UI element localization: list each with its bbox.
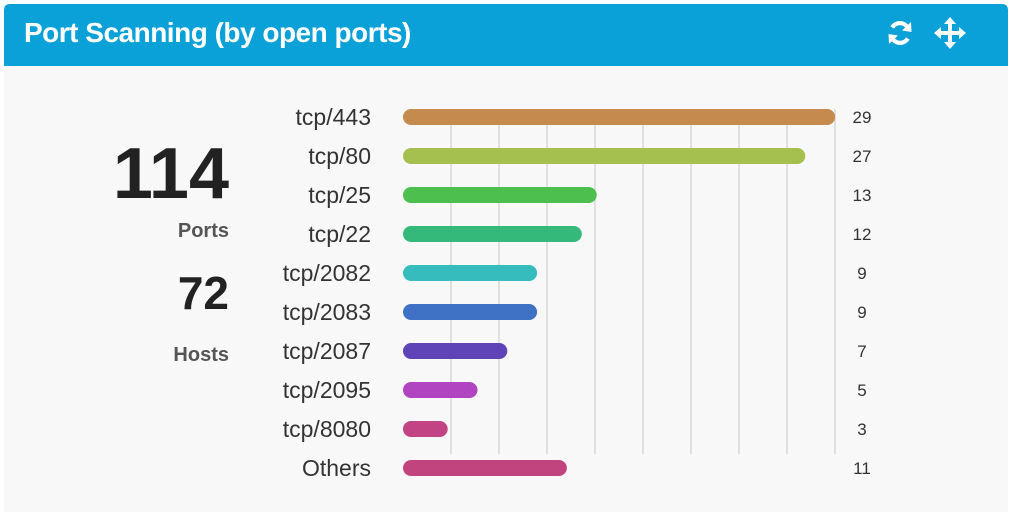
category-label: tcp/25: [308, 182, 371, 208]
hosts-count: 72: [177, 267, 229, 319]
value-label: 27: [853, 147, 872, 166]
value-label: 7: [857, 342, 866, 361]
value-label: 9: [857, 303, 866, 322]
bar: [403, 382, 478, 398]
category-label: tcp/443: [296, 104, 371, 130]
port-bar-chart: tcp/443 29 tcp/80 27 tcp/25 13 tcp/22 12 tcp/208…: [283, 104, 872, 481]
ports-count: 114: [112, 134, 229, 214]
bar: [403, 109, 836, 125]
value-label: 12: [853, 225, 872, 244]
value-label: 11: [853, 459, 871, 478]
value-label: 5: [857, 381, 866, 400]
bar: [403, 265, 538, 281]
bar: [403, 187, 597, 203]
bar: [403, 304, 538, 320]
refresh-icon[interactable]: [884, 17, 916, 49]
bar: [403, 460, 567, 476]
value-label: 9: [857, 264, 866, 283]
value-label: 13: [853, 186, 872, 205]
hosts-label: Hosts: [173, 344, 229, 366]
port-scanning-panel: Port Scanning (by open ports) 114 Ports …: [4, 4, 1008, 512]
bar: [403, 343, 508, 359]
category-label: tcp/2095: [283, 377, 371, 403]
category-label: Others: [302, 455, 371, 481]
panel-header: Port Scanning (by open ports): [4, 4, 1008, 66]
move-icon[interactable]: [934, 17, 966, 49]
category-label: tcp/80: [308, 143, 371, 169]
ports-label: Ports: [177, 220, 229, 242]
value-label: 3: [857, 420, 866, 439]
bar: [403, 148, 806, 164]
category-label: tcp/2082: [283, 260, 371, 286]
value-label: 29: [853, 108, 872, 127]
category-label: tcp/2087: [283, 338, 371, 364]
bar: [403, 421, 448, 437]
panel-title: Port Scanning (by open ports): [24, 17, 411, 48]
category-label: tcp/8080: [283, 416, 371, 442]
category-label: tcp/22: [308, 221, 371, 247]
bar: [403, 226, 582, 242]
category-label: tcp/2083: [283, 299, 371, 325]
